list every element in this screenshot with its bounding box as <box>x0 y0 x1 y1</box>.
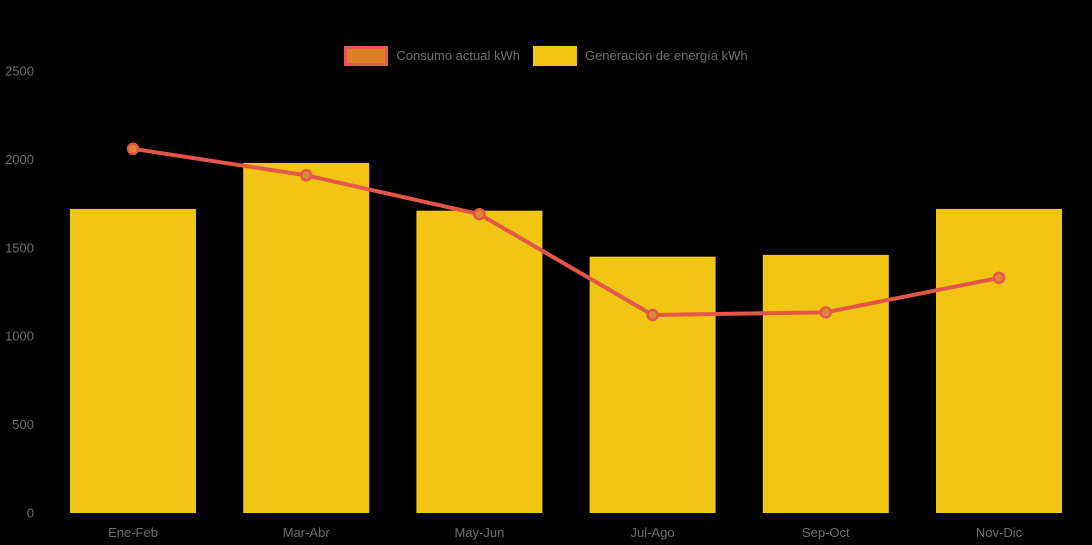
point-jul-ago[interactable] <box>646 308 659 322</box>
bar-jul-ago[interactable] <box>589 256 716 513</box>
legend-consumo-swatch <box>344 46 389 66</box>
bar-ene-feb[interactable] <box>70 208 196 514</box>
point-sep-oct[interactable] <box>819 306 833 319</box>
x-axis-label-nov-dic: Nov-Dic <box>976 525 1023 540</box>
chart-legend: Consumo actual kWh Generación de energía… <box>0 46 1092 66</box>
y-axis-tick-label: 2500 <box>5 64 34 79</box>
legend-item-generacion[interactable]: Generación de energía kWh <box>532 46 748 66</box>
x-axis-label-mar-abr: Mar-Abr <box>283 525 331 540</box>
x-axis-label-ene-feb: Ene-Feb <box>108 525 158 540</box>
legend-generacion-swatch <box>532 46 577 66</box>
point-may-jun[interactable] <box>473 207 486 221</box>
y-axis-tick-label: 1500 <box>5 240 34 255</box>
bar-may-jun[interactable] <box>416 210 543 513</box>
y-axis-tick-label: 0 <box>27 506 34 521</box>
point-nov-dic[interactable] <box>992 271 1006 285</box>
legend-consumo-label: Consumo actual kWh <box>396 48 520 63</box>
x-axis-label-may-jun: May-Jun <box>454 525 504 540</box>
legend-item-consumo[interactable]: Consumo actual kWh <box>344 46 520 66</box>
x-axis-label-sep-oct: Sep-Oct <box>802 525 850 540</box>
point-mar-abr[interactable] <box>299 169 313 182</box>
y-axis-tick-label: 1000 <box>5 329 34 344</box>
consumo-line <box>131 146 1001 317</box>
point-ene-feb[interactable] <box>126 142 140 156</box>
x-axis-label-jul-ago: Jul-Ago <box>631 525 675 540</box>
y-axis-tick-label: 2000 <box>5 152 34 167</box>
bar-sep-oct[interactable] <box>762 254 889 513</box>
bar-mar-abr[interactable] <box>243 162 370 513</box>
legend-generacion-label: Generación de energía kWh <box>584 48 748 63</box>
y-axis-tick-label: 500 <box>12 417 34 432</box>
bar-nov-dic[interactable] <box>936 208 1062 514</box>
